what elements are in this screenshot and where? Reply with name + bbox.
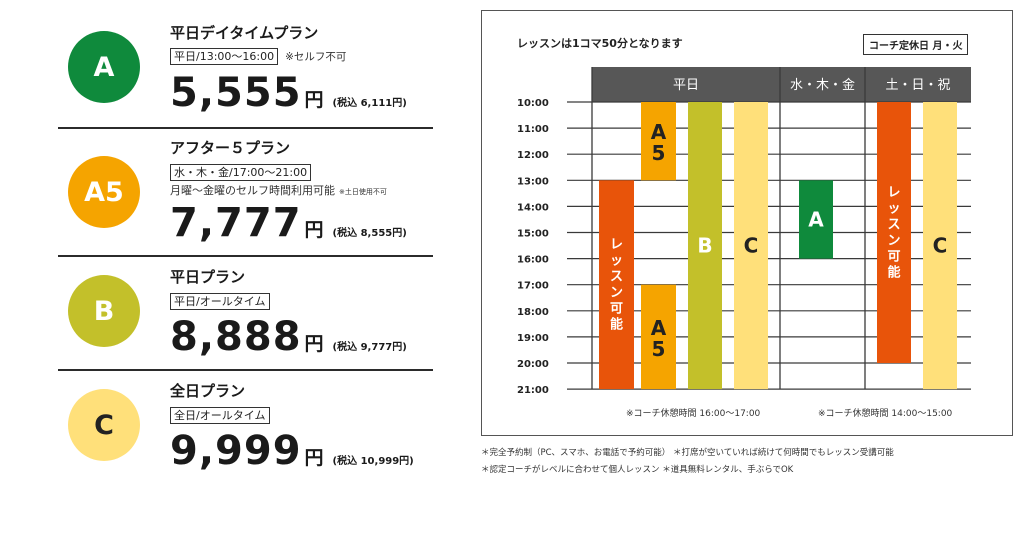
plan-divider bbox=[58, 255, 433, 257]
bar-label: C bbox=[744, 234, 759, 258]
bar-label: A bbox=[651, 120, 667, 144]
time-label: 11:00 bbox=[517, 124, 549, 135]
plan-b-tax: (税込 9,777円) bbox=[332, 342, 407, 353]
plan-b-price: 8,888 bbox=[170, 314, 302, 360]
bar-label: A bbox=[808, 207, 824, 231]
plan-a-yen: 円 bbox=[304, 89, 324, 111]
bar-label: レ bbox=[887, 186, 900, 201]
time-label: 12:00 bbox=[517, 150, 549, 161]
plan-c-price-row: 9,999 円 (税込 10,999円) bbox=[170, 428, 414, 474]
schedule-panel: レッスンは1コマ50分となります コーチ定休日 月・火 平日 水・木・金 土・日・祝… bbox=[481, 10, 1013, 436]
plan-a5-badge: A5 bbox=[68, 156, 140, 228]
bar-label: ス bbox=[610, 270, 623, 285]
time-label: 16:00 bbox=[517, 255, 549, 266]
plan-b-price-row: 8,888 円 (税込 9,777円) bbox=[170, 314, 407, 360]
plan-a5-subnote-text: 月曜〜金曜のセルフ時間利用可能 bbox=[170, 184, 335, 197]
schedule-bar bbox=[877, 102, 911, 363]
notes-line-2: ＊認定コーチがレベルに合わせて個人レッスン ＊道具無料レンタル、手ぶらでOK bbox=[481, 465, 794, 475]
plan-a-tagline: 平日/13:00〜16:00 ※セルフ不可 bbox=[170, 48, 346, 65]
plan-c-name: 全日プラン bbox=[170, 382, 246, 400]
plan-a5-tax: (税込 8,555円) bbox=[332, 228, 407, 239]
time-label: 20:00 bbox=[517, 359, 549, 370]
plan-c-price: 9,999 bbox=[170, 428, 302, 474]
plan-c-tax: (税込 10,999円) bbox=[332, 456, 414, 467]
time-label: 18:00 bbox=[517, 307, 549, 318]
plan-a-name: 平日デイタイムプラン bbox=[170, 24, 319, 42]
bar-label: ッ bbox=[610, 254, 623, 269]
bar-label: ス bbox=[887, 218, 900, 233]
plan-b-tagline: 平日/オールタイム bbox=[170, 293, 270, 310]
time-label: 19:00 bbox=[517, 333, 549, 344]
plan-a5-subnote-small: ※土日使用不可 bbox=[339, 188, 387, 196]
plan-c-tag: 全日/オールタイム bbox=[170, 407, 270, 424]
schedule-title: レッスンは1コマ50分となります bbox=[517, 37, 683, 50]
bar-label: 可 bbox=[887, 250, 900, 265]
plan-c-badge: C bbox=[68, 389, 140, 461]
bar-label: B bbox=[697, 234, 712, 258]
bar-label: 5 bbox=[652, 337, 666, 361]
plan-a5-tag: 水・木・金/17:00〜21:00 bbox=[170, 164, 312, 181]
time-label: 17:00 bbox=[517, 281, 549, 292]
plan-divider bbox=[58, 127, 433, 129]
plan-a5-tagline: 水・木・金/17:00〜21:00 bbox=[170, 164, 312, 181]
schedule-bar bbox=[734, 102, 768, 390]
plan-a5-price-row: 7,777 円 (税込 8,555円) bbox=[170, 200, 407, 246]
bar-label: ッ bbox=[887, 202, 900, 217]
bar-label: A bbox=[651, 316, 667, 340]
plan-divider bbox=[58, 369, 433, 371]
plan-a5-price: 7,777 bbox=[170, 200, 302, 246]
plan-a-tax: (税込 6,111円) bbox=[332, 98, 407, 109]
schedule-bar bbox=[599, 180, 634, 390]
schedule-bar bbox=[923, 102, 957, 390]
time-label: 21:00 bbox=[517, 385, 549, 396]
time-label: 14:00 bbox=[517, 202, 549, 213]
time-label: 13:00 bbox=[517, 176, 549, 187]
bar-label: C bbox=[933, 234, 948, 258]
plan-a-price-row: 5,555 円 (税込 6,111円) bbox=[170, 70, 407, 116]
plan-a-tag-note: ※セルフ不可 bbox=[285, 51, 347, 63]
plan-b-name: 平日プラン bbox=[170, 268, 246, 286]
schedule-header-bar bbox=[592, 67, 971, 102]
time-label: 15:00 bbox=[517, 229, 549, 240]
coach-closed-days: コーチ定休日 月・火 bbox=[863, 34, 969, 55]
plan-b-yen: 円 bbox=[304, 333, 324, 355]
plan-a5-subnote: 月曜〜金曜のセルフ時間利用可能 ※土日使用不可 bbox=[170, 182, 387, 198]
bar-label: ン bbox=[610, 286, 623, 301]
bar-label: レ bbox=[610, 238, 623, 253]
plan-a-badge: A bbox=[68, 31, 140, 103]
plan-a5-yen: 円 bbox=[304, 219, 324, 241]
bar-label: 可 bbox=[610, 302, 623, 317]
schedule-bar bbox=[641, 284, 676, 390]
plan-c-tagline: 全日/オールタイム bbox=[170, 407, 270, 424]
plan-a-tag: 平日/13:00〜16:00 bbox=[170, 48, 279, 65]
column-header: 水・木・金 bbox=[790, 77, 855, 93]
plan-b-badge: B bbox=[68, 275, 140, 347]
weekend-break-note: ※コーチ休憩時間 14:00〜15:00 bbox=[818, 409, 953, 419]
column-header: 土・日・祝 bbox=[885, 78, 950, 93]
schedule-bar bbox=[799, 180, 833, 259]
notes-line-1: ＊完全予約制（PC、スマホ、お電話で予約可能） ＊打席が空いていれば続けて何時間… bbox=[481, 448, 894, 458]
schedule-bar bbox=[641, 102, 676, 181]
bar-label: 能 bbox=[610, 317, 623, 333]
plan-b-tag: 平日/オールタイム bbox=[170, 293, 270, 310]
plan-a5-name: アフター５プラン bbox=[170, 139, 291, 157]
weekday-break-note: ※コーチ休憩時間 16:00〜17:00 bbox=[626, 409, 761, 419]
bar-label: 5 bbox=[652, 141, 666, 165]
time-label: 10:00 bbox=[517, 98, 549, 109]
plan-a-price: 5,555 bbox=[170, 70, 302, 116]
plan-c-yen: 円 bbox=[304, 447, 324, 469]
schedule-bar bbox=[688, 102, 722, 390]
bar-label: 能 bbox=[887, 265, 900, 281]
column-header: 平日 bbox=[673, 78, 699, 93]
bar-label: ン bbox=[887, 234, 900, 249]
